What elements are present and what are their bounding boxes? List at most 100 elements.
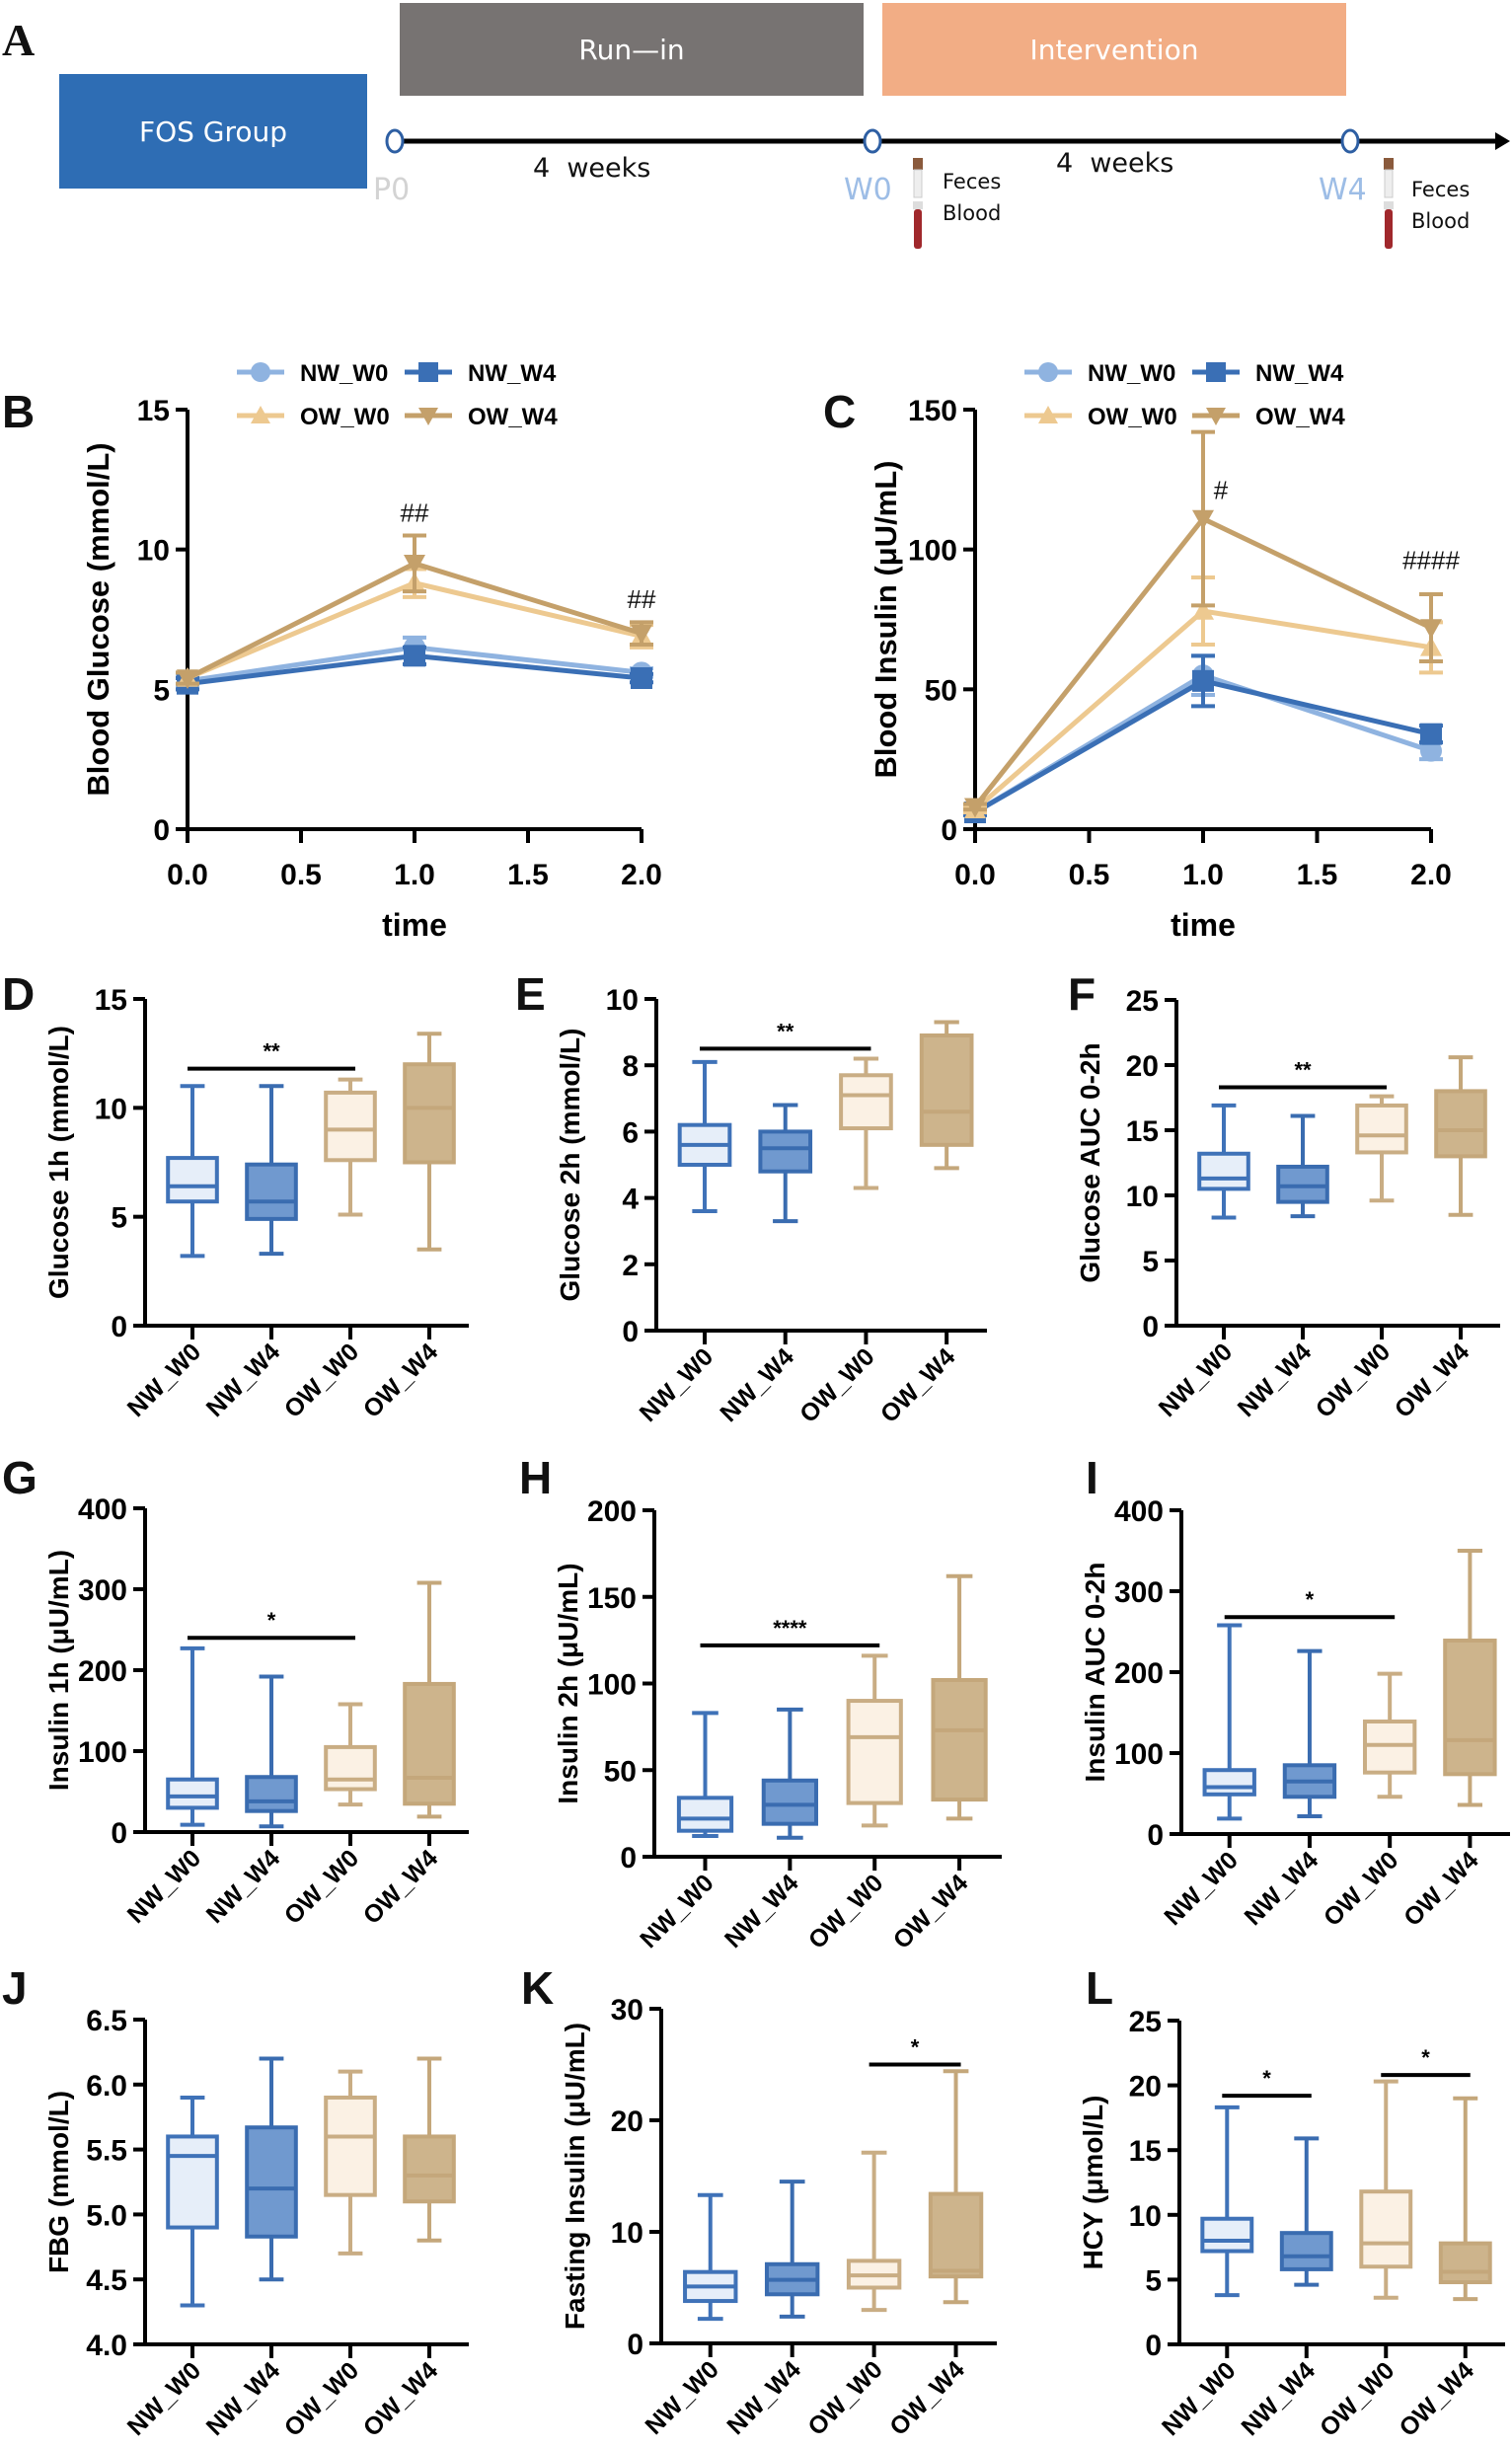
y-tick-label: 300 xyxy=(78,1574,127,1607)
significance-label: ** xyxy=(1294,1057,1312,1082)
y-tick-label: 5 xyxy=(111,1202,127,1235)
x-tick-label: 1.0 xyxy=(394,859,435,891)
y-tick-label: 50 xyxy=(925,674,957,707)
x-tick-label: 0.0 xyxy=(954,859,996,891)
box-nw_w0 xyxy=(1200,2105,1254,2298)
panel-letter: K xyxy=(521,1962,554,2014)
triangle-down-marker-icon xyxy=(1192,509,1214,530)
box-iqr xyxy=(324,1744,377,1792)
legend-item-nw_w0: NW_W0 xyxy=(237,360,388,387)
box-iqr xyxy=(758,1129,813,1174)
box-iqr xyxy=(166,1777,219,1810)
panel-letter: G xyxy=(2,1452,38,1503)
box-ow_w0 xyxy=(1359,2079,1413,2300)
x-tick-label: OW_W4 xyxy=(358,1338,444,1423)
triangle-up-marker-icon xyxy=(1038,406,1058,423)
box-iqr xyxy=(324,2095,377,2197)
y-tick-label: 150 xyxy=(908,395,957,427)
x-tick-label: NW_W4 xyxy=(1233,1338,1318,1422)
x-tick-label: NW_W0 xyxy=(1159,1846,1244,1931)
square-marker-icon xyxy=(1206,362,1226,382)
legend-label: NW_W4 xyxy=(468,360,557,387)
triangle-down-marker-icon xyxy=(631,624,652,645)
x-tick-label: OW_W0 xyxy=(1315,2356,1400,2442)
y-tick-label: 0 xyxy=(111,1817,127,1850)
y-tick-label: 200 xyxy=(587,1495,637,1528)
x-tick-label: OW_W0 xyxy=(794,1342,880,1428)
panel-letter-a: A xyxy=(2,15,36,65)
feces-tube-icon xyxy=(913,158,923,198)
y-axis-label: Glucose 2h (mmol/L) xyxy=(555,1029,585,1302)
y-axis-label: Insulin AUC 0-2h xyxy=(1080,1563,1110,1783)
timepoint-p0-marker xyxy=(385,128,405,154)
box-nw_w4 xyxy=(761,1707,818,1840)
panel-letter: B xyxy=(2,386,35,437)
y-tick-label: 25 xyxy=(1129,2006,1162,2038)
box-nw_w0 xyxy=(166,2095,219,2308)
legend-item-nw_w4: NW_W4 xyxy=(405,360,557,387)
y-tick-label: 0 xyxy=(941,814,957,847)
x-tick-label: NW_W4 xyxy=(715,1342,799,1427)
square-marker-icon xyxy=(631,667,652,689)
significance-annotation: #### xyxy=(1402,546,1460,575)
intervention-duration: 4 weeks xyxy=(1056,148,1174,179)
triangle-down-marker-icon xyxy=(964,798,986,818)
triangle-down-marker-icon xyxy=(1206,408,1226,425)
x-tick-label: OW_W4 xyxy=(1390,1338,1475,1423)
x-tick-label: OW_W4 xyxy=(1394,2356,1479,2442)
x-tick-label: OW_W0 xyxy=(1319,1846,1404,1932)
significance-label: ** xyxy=(263,1039,280,1064)
box-iqr xyxy=(1362,1720,1417,1775)
box-nw_w0 xyxy=(166,1084,219,1259)
legend-item-nw_w4: NW_W4 xyxy=(1192,360,1344,387)
feces-tube-icon xyxy=(1384,158,1394,198)
run-in-label: Run—in xyxy=(578,33,685,66)
y-tick-label: 100 xyxy=(1114,1738,1164,1771)
x-tick-label: OW_W0 xyxy=(279,1844,365,1930)
x-tick-label: NW_W4 xyxy=(201,2356,286,2441)
y-tick-label: 25 xyxy=(1126,985,1159,1018)
x-axis-label: time xyxy=(382,907,447,943)
x-tick-label: NW_W0 xyxy=(122,2356,207,2441)
square-marker-icon xyxy=(1192,669,1214,692)
x-tick-label: OW_W4 xyxy=(875,1342,961,1428)
legend-label: OW_W4 xyxy=(1255,404,1345,430)
box-ow_w0 xyxy=(839,1056,893,1190)
sample-blood-label: Blood xyxy=(1411,209,1471,233)
panel-c: C 0 50 100 150 Blood Insulin (μU/mL) 0.0 0.5 1.0… xyxy=(823,360,1460,943)
y-tick-label: 10 xyxy=(606,984,639,1017)
box-ow_w4 xyxy=(931,1573,988,1821)
square-marker-icon xyxy=(418,362,438,382)
y-axis-label: Blood Glucose (mmol/L) xyxy=(81,442,115,796)
significance-annotation: ## xyxy=(401,497,429,527)
y-tick-label: 15 xyxy=(1126,1115,1159,1148)
square-marker-icon xyxy=(1420,723,1442,745)
significance-label: * xyxy=(911,2035,920,2060)
timepoint-p0-label: P0 xyxy=(373,173,411,207)
y-axis-label: Insulin 1h (μU/mL) xyxy=(43,1550,74,1791)
run-in-duration: 4 weeks xyxy=(533,153,651,184)
y-tick-label: 2 xyxy=(622,1250,639,1282)
panel-j: J 4.0 4.5 5.0 5.5 6.0 6.5 FBG (mmol/L) NW_W0NW_W… xyxy=(2,1962,469,2442)
y-tick-label: 0 xyxy=(622,1316,639,1348)
x-tick-label: NW_W4 xyxy=(1236,2356,1321,2441)
box-ow_w4 xyxy=(1434,1055,1487,1217)
y-tick-label: 10 xyxy=(1129,2200,1162,2233)
box-iqr xyxy=(245,2125,298,2239)
run-in-phase-box: Run—in xyxy=(400,3,864,96)
y-tick-label: 100 xyxy=(78,1736,127,1769)
y-tick-label: 20 xyxy=(611,2105,643,2138)
box-iqr xyxy=(403,1062,456,1165)
x-tick-label: OW_W4 xyxy=(358,2356,444,2442)
box-iqr xyxy=(403,1681,456,1806)
y-tick-label: 0 xyxy=(1147,1819,1164,1852)
panel-letter: C xyxy=(823,386,856,437)
timeline xyxy=(385,128,1510,249)
x-tick-label: 0.0 xyxy=(167,859,208,891)
x-tick-label: 1.5 xyxy=(507,859,549,891)
legend-item-nw_w0: NW_W0 xyxy=(1024,360,1175,387)
